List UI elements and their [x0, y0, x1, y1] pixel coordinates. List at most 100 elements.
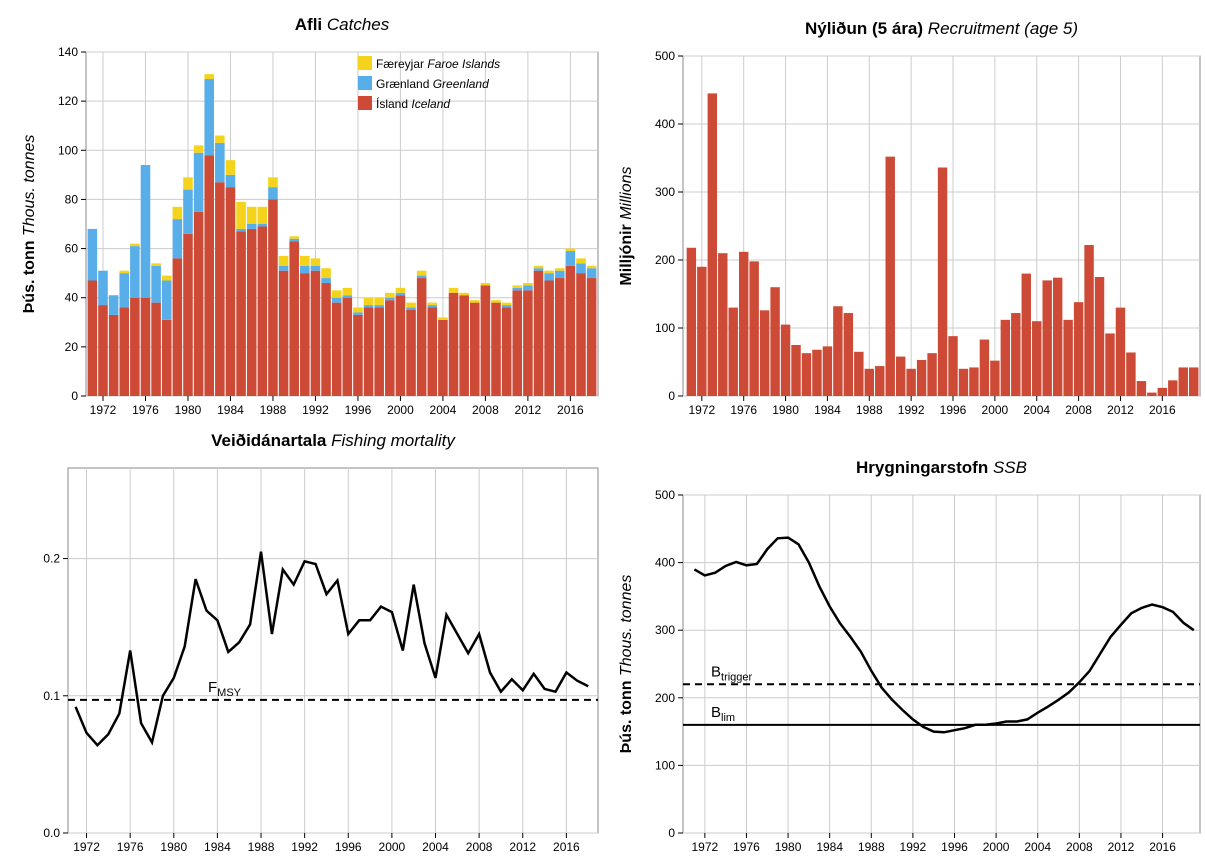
y-tick-label: 200: [655, 691, 675, 705]
x-tick-label: 2008: [466, 840, 493, 854]
bar: [480, 282, 491, 286]
bar: [385, 297, 395, 301]
title-main: Veiðidánartala: [211, 431, 327, 450]
bar: [193, 211, 204, 396]
plot-frame: [67, 467, 599, 834]
bar: [257, 226, 268, 396]
x-tick-label: 1996: [940, 403, 967, 417]
bar: [130, 243, 140, 247]
bar: [193, 145, 204, 153]
bar: [565, 248, 576, 252]
bar: [833, 306, 843, 396]
bar: [554, 270, 565, 279]
y-tick-label: 100: [58, 143, 78, 157]
x-tick-label: 2016: [557, 403, 584, 417]
bar: [140, 297, 151, 396]
x-tick-label: 1976: [733, 840, 760, 854]
bar: [108, 295, 119, 315]
panel-title: Veiðidánartala Fishing mortality: [211, 431, 456, 450]
y-axis-label: Þús. tonn Thous. tonnes: [21, 135, 38, 314]
reference-label: Btrigger: [711, 663, 753, 683]
bar: [770, 287, 780, 396]
bar: [979, 339, 990, 396]
bar: [1136, 381, 1147, 396]
bar: [363, 305, 374, 308]
bar: [512, 287, 523, 291]
x-tick-label: 2012: [1108, 840, 1135, 854]
bar: [533, 270, 544, 396]
bar: [438, 319, 448, 396]
bar: [289, 241, 299, 396]
bar: [854, 351, 864, 396]
bar: [363, 307, 374, 396]
bar: [331, 302, 342, 396]
bar: [544, 280, 554, 396]
reference-subscript: lim: [721, 712, 735, 724]
x-tick-label: 2004: [1023, 403, 1050, 417]
bar: [246, 228, 257, 396]
x-tick-label: 1992: [291, 840, 318, 854]
y-tick-label: 100: [655, 758, 675, 772]
reference-subscript: trigger: [721, 671, 753, 683]
bar: [459, 292, 469, 296]
y-tick-label: 40: [65, 291, 79, 305]
title-en: Fishing mortality: [331, 431, 456, 450]
bar: [416, 275, 427, 279]
bar: [427, 307, 438, 396]
y-tick-label: 60: [65, 242, 79, 256]
bar: [480, 285, 491, 396]
x-tick-label: 1988: [260, 403, 287, 417]
bar: [204, 79, 214, 156]
bar: [501, 307, 512, 396]
bar: [990, 360, 1000, 396]
bar: [278, 255, 289, 266]
title-en: Recruitment (age 5): [928, 19, 1078, 38]
bar: [119, 307, 130, 396]
bar: [289, 236, 299, 239]
ylabel-main: Þús. tonn: [618, 680, 635, 753]
bar: [215, 182, 225, 396]
bar: [172, 219, 183, 259]
bar: [87, 280, 98, 396]
y-tick-label: 80: [65, 192, 79, 206]
reference-subscript: MSY: [217, 687, 242, 699]
bar: [310, 258, 321, 266]
legend-name-en: Faroe Islands: [427, 57, 500, 71]
bar: [1042, 280, 1052, 396]
bar: [215, 142, 225, 183]
bar: [448, 287, 459, 293]
bar: [1052, 277, 1063, 396]
bar: [268, 177, 278, 188]
bar: [586, 278, 597, 396]
bar: [331, 290, 342, 298]
panel: Nýliðun (5 ára) Recruitment (age 5) Millj…: [618, 19, 1201, 417]
bar: [427, 305, 438, 308]
bar: [697, 266, 707, 396]
y-tick-label: 0.1: [43, 689, 60, 703]
y-axis-label: Milljónir Millions: [618, 166, 635, 285]
bar: [215, 135, 225, 143]
bar: [791, 345, 801, 396]
bar: [501, 305, 512, 308]
x-tick-label: 2008: [472, 403, 499, 417]
x-tick-label: 1996: [335, 840, 362, 854]
bar: [321, 282, 331, 396]
bar: [801, 353, 812, 396]
bar: [268, 187, 278, 200]
x-tick-label: 1972: [73, 840, 100, 854]
bar: [1189, 367, 1199, 396]
legend-name: Grænland: [376, 77, 429, 91]
bar: [98, 305, 108, 396]
legend-swatch: [358, 76, 372, 90]
bar: [161, 275, 172, 281]
title-main: Afli: [295, 15, 322, 34]
bar: [236, 231, 246, 396]
bar: [1178, 367, 1188, 396]
bar: [257, 224, 268, 227]
bar: [438, 317, 448, 320]
bar: [300, 255, 310, 266]
bar: [544, 273, 554, 281]
bar: [707, 93, 718, 397]
bar: [523, 282, 533, 286]
